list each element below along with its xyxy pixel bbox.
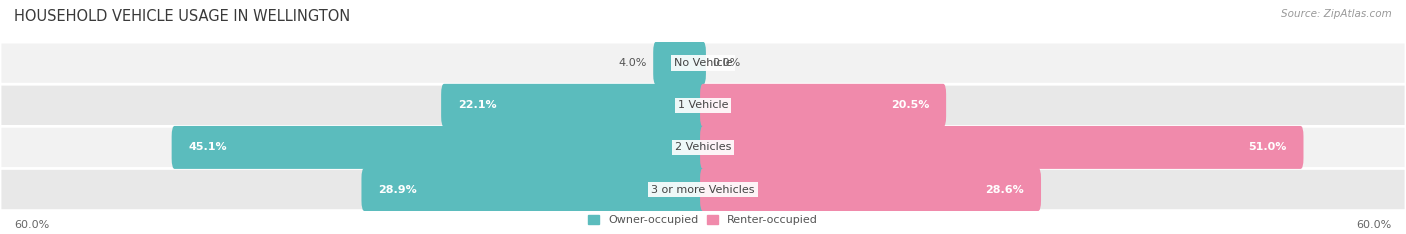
Text: 28.6%: 28.6% xyxy=(986,185,1024,194)
Text: 3 or more Vehicles: 3 or more Vehicles xyxy=(651,185,755,194)
Text: 45.1%: 45.1% xyxy=(188,143,228,152)
FancyBboxPatch shape xyxy=(0,84,1406,126)
FancyBboxPatch shape xyxy=(441,84,706,127)
FancyBboxPatch shape xyxy=(0,168,1406,211)
FancyBboxPatch shape xyxy=(700,126,1303,169)
Text: No Vehicle: No Vehicle xyxy=(673,58,733,68)
FancyBboxPatch shape xyxy=(361,168,706,211)
Text: 4.0%: 4.0% xyxy=(619,58,647,68)
Text: 0.0%: 0.0% xyxy=(713,58,741,68)
Text: 28.9%: 28.9% xyxy=(378,185,418,194)
Text: 20.5%: 20.5% xyxy=(891,100,929,110)
FancyBboxPatch shape xyxy=(0,126,1406,168)
Text: 60.0%: 60.0% xyxy=(1357,220,1392,230)
Text: 51.0%: 51.0% xyxy=(1249,143,1286,152)
Text: Source: ZipAtlas.com: Source: ZipAtlas.com xyxy=(1281,9,1392,19)
Text: 60.0%: 60.0% xyxy=(14,220,49,230)
Text: 2 Vehicles: 2 Vehicles xyxy=(675,143,731,152)
Text: 1 Vehicle: 1 Vehicle xyxy=(678,100,728,110)
FancyBboxPatch shape xyxy=(172,126,706,169)
FancyBboxPatch shape xyxy=(700,84,946,127)
FancyBboxPatch shape xyxy=(0,42,1406,84)
FancyBboxPatch shape xyxy=(700,168,1040,211)
FancyBboxPatch shape xyxy=(654,42,706,85)
Legend: Owner-occupied, Renter-occupied: Owner-occupied, Renter-occupied xyxy=(585,212,821,228)
Text: HOUSEHOLD VEHICLE USAGE IN WELLINGTON: HOUSEHOLD VEHICLE USAGE IN WELLINGTON xyxy=(14,9,350,24)
Text: 22.1%: 22.1% xyxy=(458,100,496,110)
